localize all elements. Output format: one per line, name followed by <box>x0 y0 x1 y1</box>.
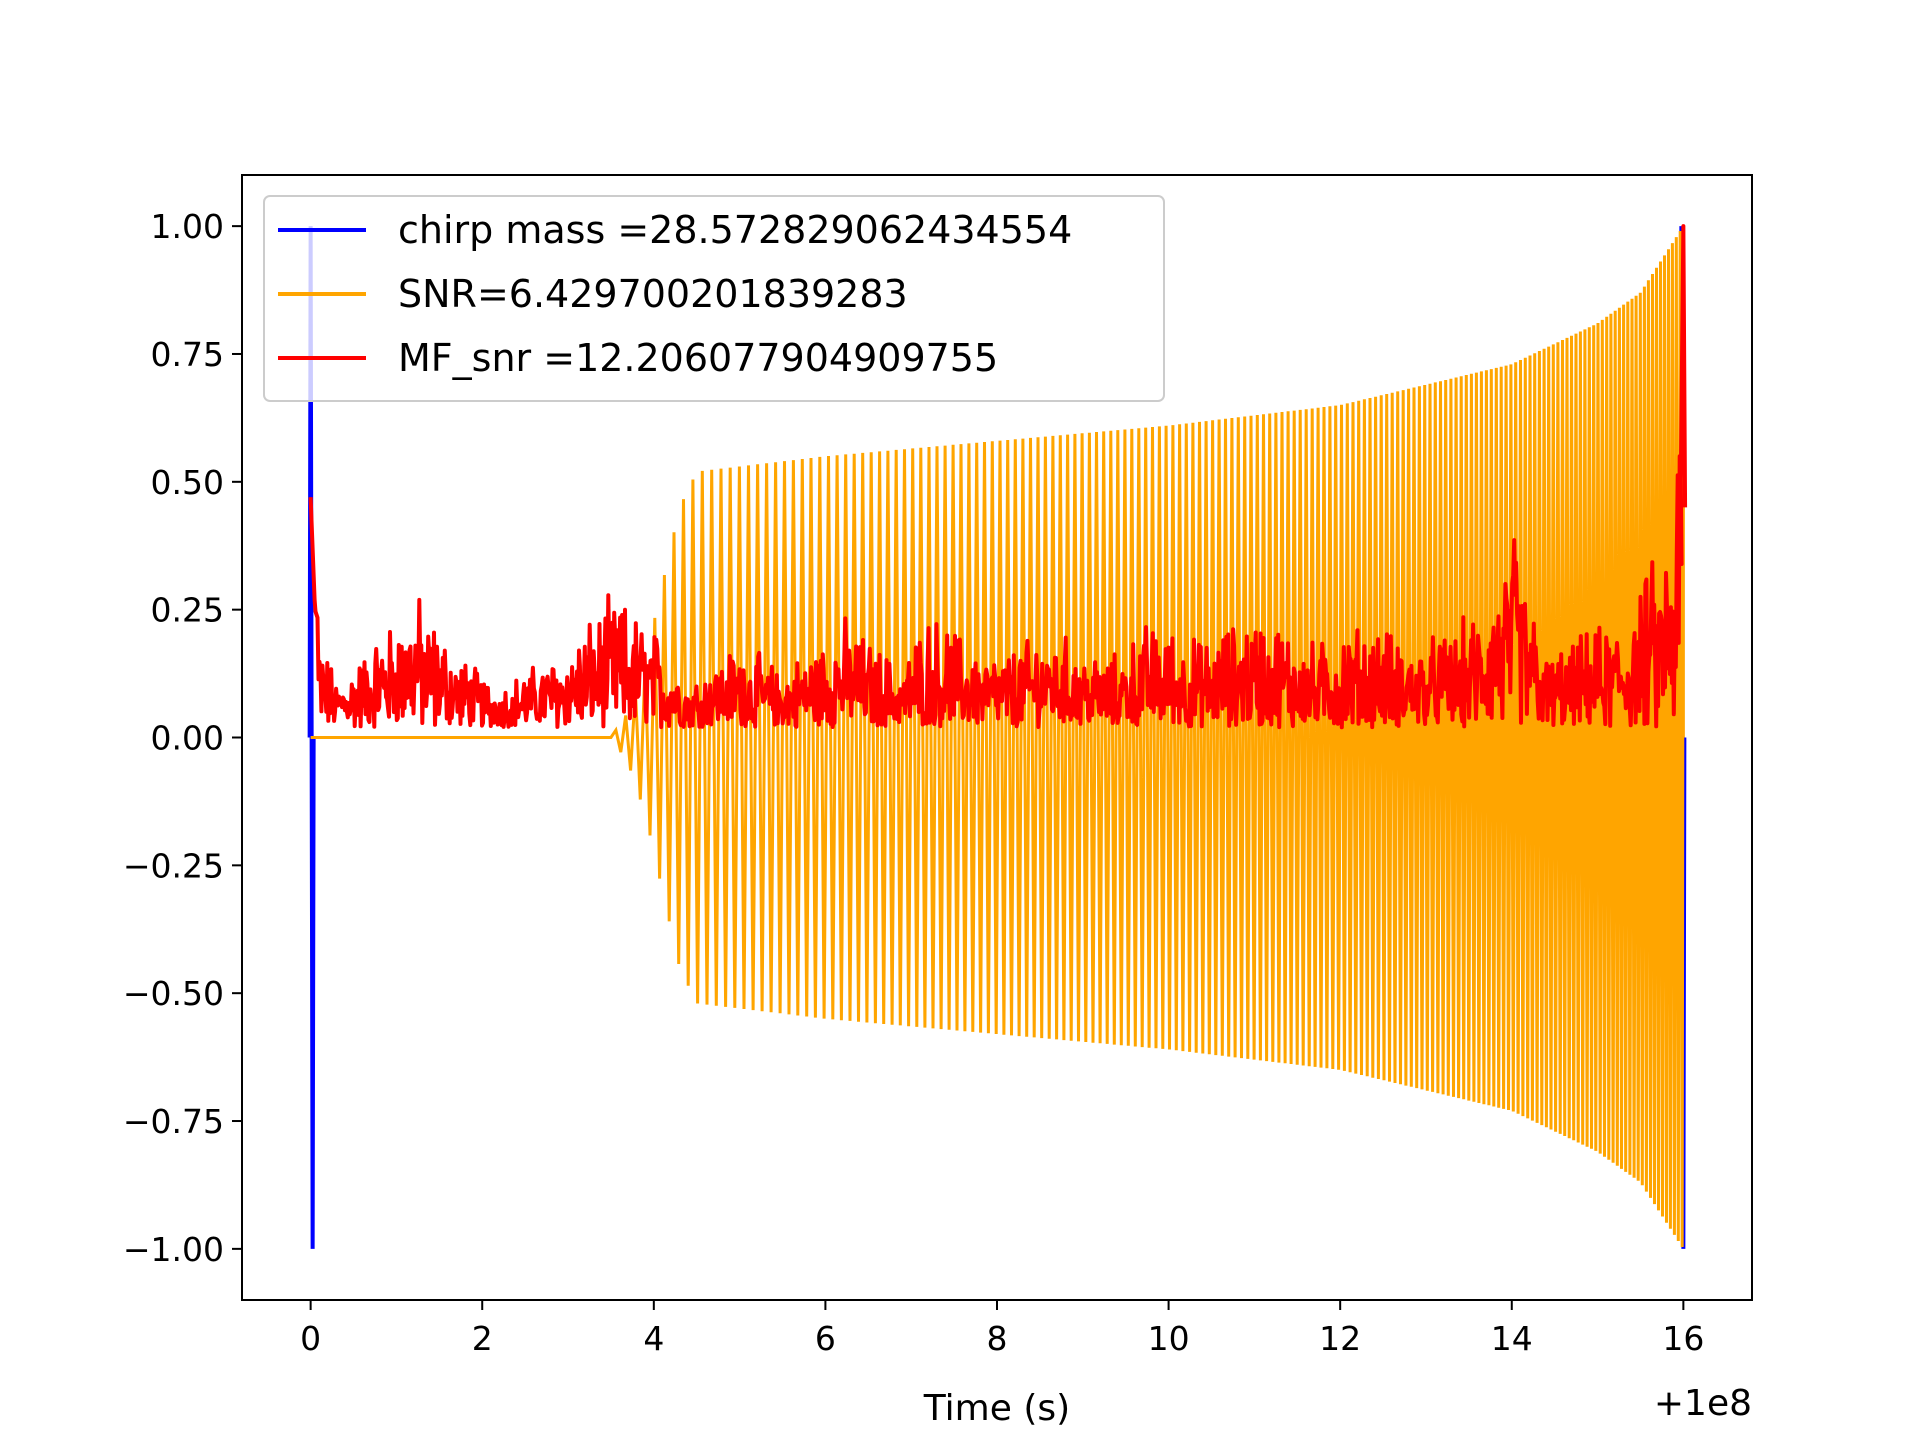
legend-box <box>263 195 1165 402</box>
x-tick-label: 12 <box>1319 1319 1361 1358</box>
x-axis-label: Time (s) <box>923 1388 1070 1429</box>
y-tick-label: −1.00 <box>123 1230 224 1269</box>
x-tick-label: 10 <box>1148 1319 1190 1358</box>
legend-entry-label: SNR=6.429700201839283 <box>398 272 908 316</box>
x-tick-label: 2 <box>472 1319 493 1358</box>
series-mf-snr-line <box>308 224 1688 730</box>
x-axis: 0 2 4 6 8 10 12 14 16 <box>300 1300 1704 1358</box>
x-tick-label: 8 <box>987 1319 1008 1358</box>
y-tick-label: −0.25 <box>123 846 224 885</box>
series-layer <box>307 224 1688 1249</box>
x-tick-label: 4 <box>643 1319 664 1358</box>
y-tick-label: 0.00 <box>151 719 224 758</box>
x-tick-label: 14 <box>1491 1319 1533 1358</box>
y-tick-label: −0.50 <box>123 974 224 1013</box>
x-tick-label: 0 <box>300 1319 321 1358</box>
x-tick-label: 6 <box>815 1319 836 1358</box>
y-tick-label: 1.00 <box>151 207 224 246</box>
y-tick-label: 0.75 <box>151 335 224 374</box>
legend-entry-label: MF_snr =12.206077904909755 <box>398 336 998 380</box>
y-axis: 1.00 0.75 0.50 0.25 0.00 −0.25 −0.50 −0.75 −1.00 <box>123 207 242 1269</box>
y-tick-label: 0.25 <box>151 591 224 630</box>
series-snr-line <box>310 226 1685 1248</box>
x-tick-label: 16 <box>1662 1319 1704 1358</box>
legend: chirp mass =28.572829062434554 SNR=6.4297… <box>263 195 1165 402</box>
y-tick-label: −0.75 <box>123 1102 224 1141</box>
y-tick-label: 0.50 <box>151 463 224 502</box>
x-axis-offset-label: +1e8 <box>1654 1383 1752 1424</box>
legend-entry-label: chirp mass =28.572829062434554 <box>398 208 1072 252</box>
